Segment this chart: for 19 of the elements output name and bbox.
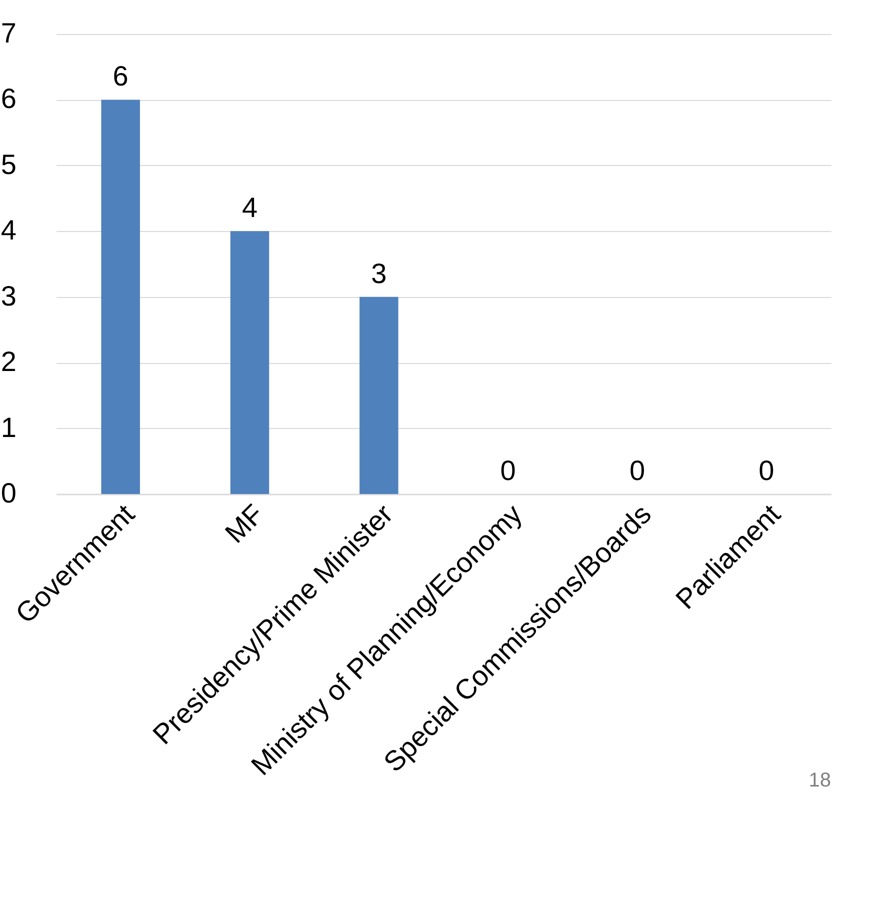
data-label: 0 [629,455,646,486]
data-label: 0 [500,455,516,486]
x-tick-label: MF [219,498,270,549]
y-tick-label: 6 [0,83,16,114]
y-tick-label: 1 [0,412,16,443]
bar [230,231,270,494]
bar [101,100,140,494]
data-label: 4 [242,192,258,224]
data-label: 0 [758,455,774,486]
data-label: 6 [112,60,128,92]
y-tick-label: 2 [0,346,16,378]
text: 18 [808,770,831,792]
y-tick-label: 0 [0,478,16,508]
bar [360,296,398,494]
y-tick-label: 3 [0,280,16,312]
data-label: 3 [371,258,387,289]
y-tick-label: 7 [0,18,16,48]
y-tick-label: 4 [0,214,16,246]
y-tick-label: 5 [0,148,16,180]
